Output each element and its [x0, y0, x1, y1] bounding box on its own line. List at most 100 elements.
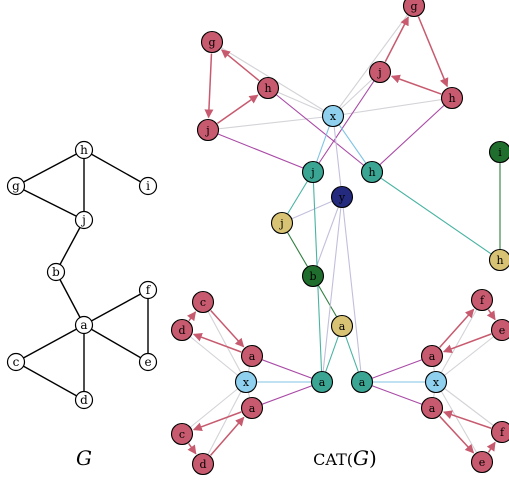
cat-node-circle [402, 0, 426, 18]
cat-edge-a_l2-a_lt [251, 381, 323, 409]
cat-node-h_tr: h [440, 86, 464, 110]
cat-node-circle [488, 140, 509, 164]
g-node-label: b [52, 265, 60, 279]
cat-node-label: f [480, 294, 485, 307]
cat-node-circle [420, 344, 444, 368]
cat-arrow-f_r2-a_r2 [442, 410, 492, 429]
cat-node-circle [240, 396, 264, 420]
g-node-circle [74, 390, 94, 410]
cat-node-j_tl: j [196, 118, 220, 142]
cat-edge-x_r-f_r2 [435, 381, 503, 433]
cat-node-label: a [249, 350, 256, 363]
cat-node-label: g [208, 36, 215, 49]
cat-arrow-h_tr-j_tr [390, 74, 442, 95]
cat-arrow-g_tl-j_tl [204, 53, 214, 119]
cat-arrow-e_r1-a_r1 [442, 333, 492, 354]
cat-node-f_r2: f [490, 420, 509, 444]
g-node-circle [74, 140, 94, 160]
g-node-label: c [13, 355, 20, 369]
cat-node-y: y [330, 185, 354, 209]
cat-node-label: j [309, 166, 314, 179]
cat-node-label: x [330, 110, 337, 123]
g-node-a: a [74, 315, 94, 335]
cat-node-a_lt: a [310, 370, 334, 394]
cat-edge-x_t-h_teal [332, 115, 373, 173]
cat-edge-x_t-j_tl [207, 115, 334, 131]
cat-node-d_l1: d [170, 318, 194, 342]
cat-node-circle [200, 30, 224, 54]
g-node-circle [138, 280, 158, 300]
cat-node-circle [191, 452, 215, 476]
cat-node-label: f [500, 426, 505, 439]
cat-node-circle [270, 211, 294, 235]
g-node-h: h [74, 140, 94, 160]
g-edge-c-d [15, 361, 85, 401]
cat-edge-x_l-d_l1 [181, 329, 247, 383]
cat-edge-j_tl-j_teal [207, 129, 314, 173]
cat-node-circle [424, 370, 448, 394]
cat-node-label: y [338, 191, 346, 204]
cat-edge-x_r-e_r2 [435, 381, 483, 463]
g-node-b: b [46, 262, 66, 282]
cat-node-circle [310, 370, 334, 394]
cat-node-g_tl: g [200, 30, 224, 54]
cat-node-circle [470, 288, 494, 312]
cat-edge-y-a_lt [321, 196, 343, 383]
cat-node-label: g [410, 0, 417, 13]
cat-node-label: d [199, 458, 206, 471]
cat-edge-a_l1-a_lt [251, 355, 323, 383]
cat-node-h_teal: h [360, 160, 384, 184]
g-node-circle [74, 315, 94, 335]
cat-arrow-j_tl-h_tl [216, 94, 259, 125]
g-edge-a-e [83, 324, 149, 363]
cat-node-circle [170, 318, 194, 342]
cat-node-circle [170, 422, 194, 446]
cat-arrow-a_l1-d_l1 [192, 332, 242, 353]
cat-edge-x_r-f_r1 [435, 299, 483, 383]
cat-node-label: x [433, 376, 440, 389]
cat-node-a_y: a [330, 314, 354, 338]
cat-edge-y-x_t [332, 115, 343, 198]
cat-node-circle [301, 264, 325, 288]
cat-arrow-d_l1-c_l1 [187, 311, 197, 322]
cat-edge-y-a_rt [341, 196, 363, 383]
cat-arrow-a_r2-e_r2 [439, 415, 475, 454]
g-edge-g-j [15, 185, 85, 221]
cat-node-circle [440, 86, 464, 110]
cat-node-circle [191, 290, 215, 314]
cat-node-label: e [499, 324, 506, 337]
cat-edge-x_r-e_r1 [435, 329, 503, 383]
g-node-i: i [138, 176, 158, 196]
g-node-label: a [80, 318, 87, 332]
cat-edge-h_tl-h_teal [267, 87, 373, 173]
cat-arrow-c_l2-d_l2 [187, 442, 197, 455]
cat-node-label: x [243, 376, 250, 389]
cat-node-x_l: x [234, 370, 258, 394]
g-node-label: f [146, 283, 152, 297]
cat-node-b_g: b [301, 264, 325, 288]
cat-node-label: c [200, 296, 206, 309]
cat-node-x_t: x [321, 104, 345, 128]
cat-node-a_r2: a [420, 396, 444, 420]
cat-edge-x_l-d_l2 [202, 381, 247, 465]
cat-edge-j_tr-j_teal [312, 71, 381, 173]
cat-arrow-f_r1-e_r1 [486, 309, 496, 321]
g-edge-j-b [55, 219, 85, 273]
g-node-label: d [80, 393, 88, 407]
cat-arrow-j_tr-g_t [384, 16, 409, 63]
cat-edge-x_l-c_l2 [181, 381, 247, 435]
caption-cat-prefix: CAT( [313, 450, 353, 469]
g-edge-a-c [15, 324, 85, 363]
cat-node-label: b [309, 270, 316, 283]
cat-arrow-g_t-h_tr [417, 16, 449, 88]
g-edge-b-a [55, 271, 85, 326]
cat-node-label: h [496, 254, 503, 267]
g-node-circle [138, 176, 158, 196]
cat-node-circle [330, 185, 354, 209]
cat-node-x_r: x [424, 370, 448, 394]
cat-node-label: a [249, 402, 256, 415]
cat-node-g_t: g [402, 0, 426, 18]
